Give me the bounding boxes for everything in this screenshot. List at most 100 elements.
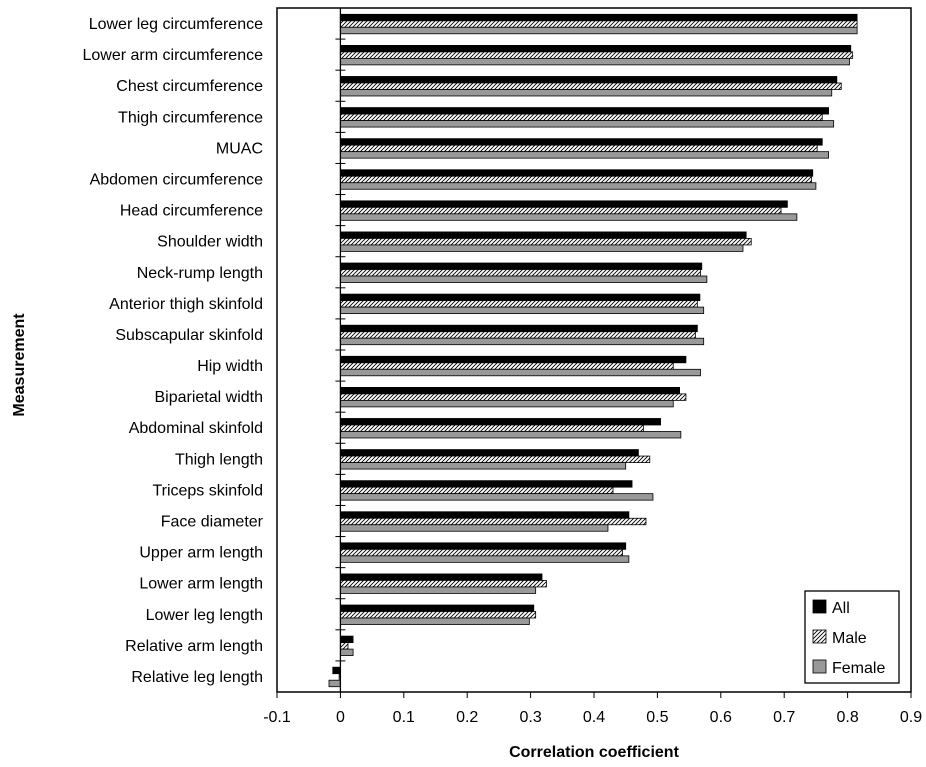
category-label: Chest circumference xyxy=(116,78,263,95)
bar-female xyxy=(339,244,744,252)
category-label: Thigh length xyxy=(175,451,263,468)
bar-male xyxy=(339,82,842,90)
bars-group xyxy=(328,13,858,688)
bar-male xyxy=(339,455,651,463)
bar-all xyxy=(339,480,633,488)
category-label: Upper arm length xyxy=(139,545,263,562)
legend: All Male Female xyxy=(804,590,900,684)
legend-label-female: Female xyxy=(832,660,885,677)
category-label: Lower arm length xyxy=(139,576,263,593)
bar-male xyxy=(339,642,349,650)
category-label: Face diameter xyxy=(161,514,264,531)
category-labels: Lower leg circumference Lower arm circumf… xyxy=(83,16,264,686)
bar-female xyxy=(339,462,627,470)
bar-female xyxy=(339,151,829,159)
category-label: Triceps skinfold xyxy=(152,482,263,499)
bar-female xyxy=(339,213,798,221)
bar-all xyxy=(339,635,354,644)
category-label: Lower arm circumference xyxy=(83,47,264,64)
x-tick-label: 0.9 xyxy=(900,709,922,726)
category-label: Lower leg circumference xyxy=(89,16,263,33)
legend-label-male: Male xyxy=(832,630,867,647)
bar-male xyxy=(339,269,701,277)
category-label: Abdominal skinfold xyxy=(129,420,263,437)
bar-male xyxy=(339,300,698,308)
bar-female xyxy=(339,275,708,283)
x-tick-label: 0.3 xyxy=(519,709,541,726)
bar-all xyxy=(339,44,852,53)
bar-female xyxy=(339,431,682,439)
bar-male xyxy=(339,238,752,246)
bar-male xyxy=(339,144,818,153)
x-tick-label: 0.6 xyxy=(710,709,732,726)
bar-all xyxy=(332,666,341,675)
category-label: Hip width xyxy=(197,358,263,375)
bar-male xyxy=(339,51,854,59)
category-label: Lower leg length xyxy=(146,607,263,624)
bar-all xyxy=(339,231,747,239)
bar-male xyxy=(339,206,782,215)
bar-all xyxy=(339,107,829,115)
bar-male xyxy=(339,113,823,121)
x-axis-title: Correlation coefficient xyxy=(509,744,679,761)
bar-all xyxy=(339,511,630,519)
category-label: Subscapular skinfold xyxy=(115,327,263,344)
x-tick-label: 0.1 xyxy=(393,709,415,726)
bar-female xyxy=(339,337,705,346)
bar-male xyxy=(339,580,547,588)
x-tick-label: 0.5 xyxy=(646,709,668,726)
category-label: Biparietal width xyxy=(155,389,264,406)
category-label: Abdomen circumference xyxy=(90,172,264,189)
bar-female xyxy=(328,679,341,688)
bar-male xyxy=(339,486,614,495)
x-axis: -0.1 0 0.1 0.2 0.3 0.4 0.5 0.6 0.7 0.8 0.9 xyxy=(263,7,922,726)
bar-male xyxy=(339,393,687,401)
bar-all xyxy=(339,13,858,22)
bar-all xyxy=(339,262,703,270)
bar-female xyxy=(339,368,701,377)
bar-all xyxy=(339,573,543,581)
category-label: Neck-rump length xyxy=(137,265,263,282)
legend-label-all: All xyxy=(832,600,850,617)
bar-all xyxy=(339,418,661,426)
bar-female xyxy=(339,586,537,594)
bar-all xyxy=(339,138,823,146)
bar-male xyxy=(339,331,696,339)
bar-female xyxy=(339,89,833,97)
bar-female xyxy=(339,57,850,66)
bar-female xyxy=(339,524,609,532)
bar-all xyxy=(339,76,838,84)
category-label: Relative leg length xyxy=(131,669,263,686)
bar-all xyxy=(339,355,687,364)
bar-male xyxy=(339,20,858,28)
bar-all xyxy=(339,169,814,177)
category-label: Thigh circumference xyxy=(118,109,263,126)
category-label: Head circumference xyxy=(120,203,263,220)
bar-male xyxy=(339,362,674,370)
x-tick-label: 0 xyxy=(336,709,345,726)
bar-male xyxy=(339,611,537,619)
bar-female xyxy=(339,648,354,657)
bar-all xyxy=(339,324,698,333)
bar-male xyxy=(339,517,647,526)
bar-all xyxy=(339,604,535,612)
legend-swatch-all xyxy=(812,599,827,614)
bar-all xyxy=(339,542,627,550)
x-tick-label: 0.7 xyxy=(773,709,795,726)
bar-all xyxy=(339,200,788,208)
legend-swatch-female xyxy=(812,659,827,674)
bar-male xyxy=(339,175,812,184)
bar-female xyxy=(339,617,530,625)
y-axis-title: Measurement xyxy=(11,313,28,417)
bar-all xyxy=(339,449,639,457)
x-tick-label: -0.1 xyxy=(263,709,291,726)
bar-female xyxy=(339,399,674,408)
bar-male xyxy=(339,424,644,432)
x-tick-label: 0.4 xyxy=(583,709,605,726)
x-tick-label: 0.8 xyxy=(836,709,858,726)
bar-female xyxy=(339,26,858,35)
x-tick-label: 0.2 xyxy=(456,709,478,726)
bar-female xyxy=(339,555,630,563)
category-label: Anterior thigh skinfold xyxy=(109,296,263,313)
